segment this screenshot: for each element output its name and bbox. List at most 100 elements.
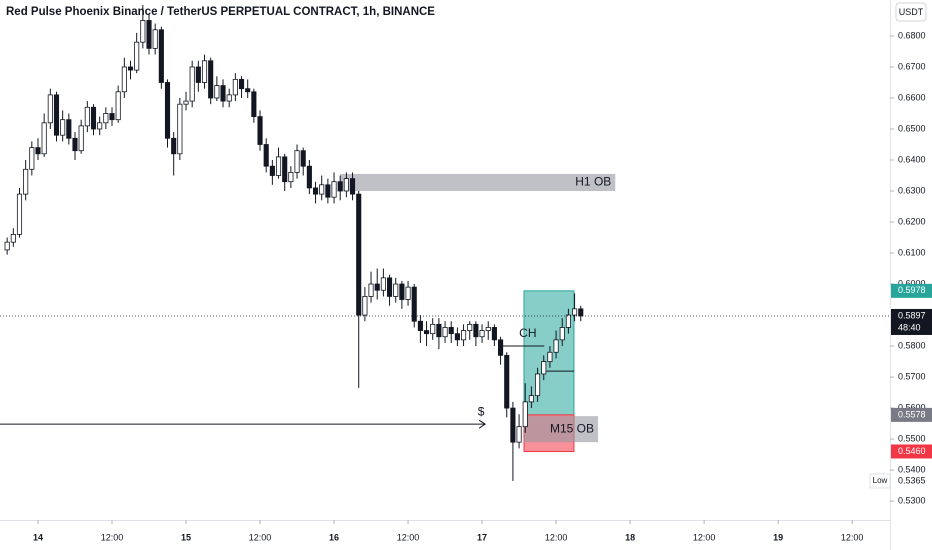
candle-body: [263, 144, 269, 167]
candle-body: [238, 78, 245, 90]
candle-body: [454, 333, 460, 341]
candle-body: [29, 147, 35, 170]
x-tick-label: 18: [625, 532, 635, 542]
candle-body: [127, 66, 134, 71]
low-tag: [869, 473, 891, 489]
x-tick-label: 12:00: [101, 532, 124, 542]
candle-body: [183, 100, 189, 105]
candle-body: [559, 327, 565, 341]
candle-body: [541, 361, 547, 375]
low-tag-name: Low: [873, 476, 888, 485]
candle-body: [78, 125, 84, 152]
candle-body: [189, 66, 195, 102]
candle-body: [23, 168, 29, 195]
zone-label: M15 OB: [550, 421, 594, 435]
y-tick-label: 0.6100: [898, 247, 926, 257]
candle-body: [528, 395, 534, 403]
candle-body: [522, 401, 528, 428]
candle-body: [16, 193, 23, 235]
candle-body: [535, 373, 541, 397]
candle-body: [306, 165, 312, 189]
candle-body: [578, 308, 584, 317]
candle-body: [164, 82, 171, 139]
candle-body: [140, 20, 146, 43]
candle-body: [177, 103, 183, 155]
currency: USDT: [899, 7, 924, 17]
candle-body: [356, 193, 362, 316]
candle-body: [220, 85, 226, 102]
candle-body: [294, 150, 300, 173]
candle-body: [245, 88, 251, 93]
candle-body: [152, 29, 158, 49]
candle-body: [436, 323, 442, 338]
candle-body: [399, 283, 405, 300]
currency-box: [895, 2, 927, 22]
x-tick-label: 12:00: [397, 532, 420, 542]
candle-body: [386, 277, 393, 297]
candle-body: [343, 178, 349, 192]
zone: [524, 416, 599, 443]
candle-body: [467, 323, 473, 331]
candle-body: [479, 330, 485, 338]
candle-body: [171, 137, 177, 155]
x-tick-label: 19: [773, 532, 783, 542]
candle-body: [90, 106, 97, 130]
candle-body: [319, 184, 325, 195]
candle-body: [288, 172, 294, 183]
y-tick-label: 0.5800: [898, 340, 926, 350]
x-tick-label: 17: [477, 532, 487, 542]
candle-body: [208, 60, 214, 99]
candle-body: [146, 20, 152, 49]
x-tick-label: 12:00: [693, 532, 716, 542]
candle-body: [510, 407, 516, 443]
candle-body: [84, 106, 90, 127]
candle-body: [41, 122, 47, 155]
y-tick-label: 0.6300: [898, 185, 926, 195]
candle-body: [4, 241, 10, 251]
candle-body: [214, 85, 220, 99]
candle-body: [10, 234, 16, 243]
x-tick-label: 12:00: [545, 532, 568, 542]
price-tag-label: 0.5578: [898, 409, 926, 419]
candle-body: [349, 178, 356, 195]
zone: [523, 290, 575, 416]
candle-body: [430, 323, 436, 335]
y-tick-label: 0.6500: [898, 123, 926, 133]
candle-body: [473, 323, 479, 338]
y-tick-label: 0.6000: [898, 278, 926, 288]
arrow-head: [478, 419, 487, 429]
candle-body: [134, 41, 140, 71]
candle-body: [158, 29, 164, 83]
candle-body: [325, 184, 331, 198]
candle-body: [442, 327, 448, 338]
candle-body: [53, 94, 60, 136]
y-tick-label: 0.6400: [898, 154, 926, 164]
y-tick-label: 0.5500: [898, 433, 926, 443]
candle-body: [257, 116, 263, 145]
candle-body: [300, 150, 306, 167]
price-tag-label: 0.5460: [898, 446, 926, 456]
low-tag-label: 0.5365: [898, 475, 926, 485]
candle-body: [547, 351, 553, 362]
candle-body: [572, 308, 578, 316]
candle-body: [275, 156, 282, 176]
x-tick-label: 15: [181, 532, 191, 542]
price-tag: [891, 283, 932, 298]
candle-body: [269, 165, 275, 176]
candle-body: [232, 78, 238, 96]
candle-body: [195, 66, 201, 83]
candle-body: [461, 330, 467, 341]
candle-body: [72, 137, 78, 152]
candle-body: [423, 330, 430, 335]
candle-body: [337, 181, 343, 192]
candle-body: [35, 147, 41, 155]
candle-body: [448, 327, 454, 335]
candle-body: [393, 283, 399, 297]
candle-body: [411, 286, 417, 322]
candle-body: [498, 339, 504, 356]
y-tick-label: 0.5600: [898, 402, 926, 412]
candle-body: [109, 113, 115, 121]
y-tick-label: 0.6200: [898, 216, 926, 226]
candle-body: [115, 91, 121, 121]
